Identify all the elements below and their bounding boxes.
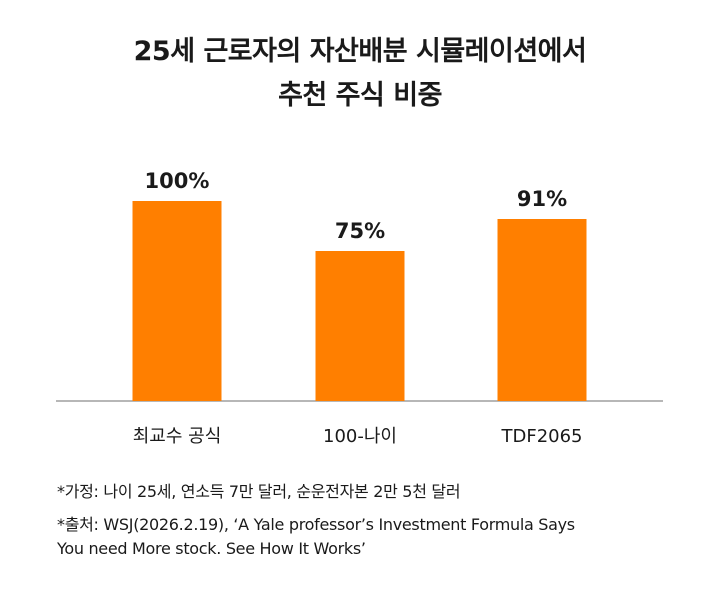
category-label-1: 최교수 공식 [133,426,222,447]
chart-title-line-2: 추천 주식 비중 [278,80,442,111]
chart-title-line-1: 25세 근로자의 자산배분 시뮬레이션에서 [133,36,587,67]
source-note: *출처: WSJ(2026.2.19), ‘A Yale professor’s… [57,513,697,561]
bar-1 [132,201,222,401]
bar-value-label-1: 100% [145,169,210,193]
chart-title: 25세 근로자의 자산배분 시뮬레이션에서 추천 주식 비중 [0,30,720,118]
bar-value-label-3: 91% [517,187,567,211]
category-label-3: TDF2065 [500,426,582,447]
category-label-2: 100-나이 [323,426,397,447]
source-note-line-2: You need More stock. See How It Works’ [57,539,366,558]
bar-2 [315,251,405,401]
footnotes: *가정: 나이 25세, 연소득 7만 달러, 순운전자본 2만 5천 달러 *… [57,480,697,570]
source-note-line-1: *출처: WSJ(2026.2.19), ‘A Yale professor’s… [57,515,575,534]
bars-group: 100% 최교수 공식 75% 100-나이 91% TDF2065 [132,169,587,447]
bar-value-label-2: 75% [335,219,385,243]
assumption-note: *가정: 나이 25세, 연소득 7만 달러, 순운전자본 2만 5천 달러 [57,482,461,501]
bar-3 [497,219,587,401]
